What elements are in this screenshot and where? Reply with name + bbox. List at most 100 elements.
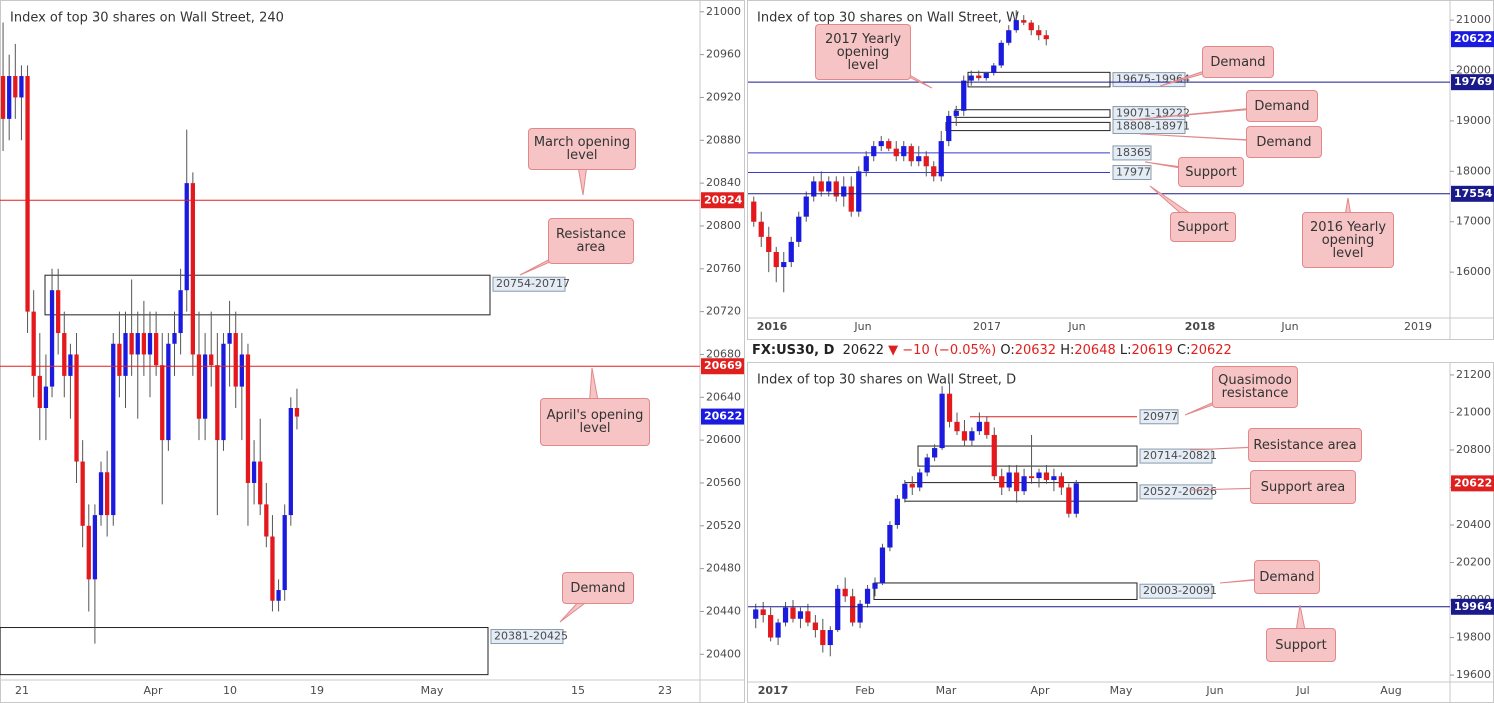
candle-body [184, 183, 189, 291]
candle-body [270, 536, 275, 601]
candle-body [43, 386, 49, 408]
candle-body [227, 333, 232, 344]
zone-label: 20714-20821 [1143, 449, 1217, 462]
x-tick-label: Jun [1280, 320, 1298, 333]
candle-body [938, 141, 944, 177]
candle-body [902, 483, 908, 499]
candle-body [775, 622, 781, 638]
x-tick-label: Mar [936, 684, 957, 697]
candle-body [864, 588, 871, 604]
candle-body [863, 156, 869, 172]
candle-body [954, 421, 960, 432]
candle-body [984, 421, 990, 435]
callout: 2016 Yearly opening level [1302, 212, 1394, 268]
y-tick-label: 20800 [1456, 443, 1491, 456]
price-tag [1451, 598, 1494, 615]
candle-body [37, 375, 42, 408]
level-label: 17977 [1116, 165, 1151, 178]
candle-body [264, 504, 269, 537]
candle-body [923, 156, 929, 167]
candle-body [781, 262, 787, 268]
callout: Support [1170, 212, 1236, 242]
ohlc-value: 20632 [1014, 343, 1057, 358]
candle-body [766, 236, 772, 252]
candle-body [871, 146, 877, 157]
candle-body [773, 251, 779, 268]
zone-label-box [1112, 118, 1186, 134]
candle-body [753, 609, 759, 619]
candle-body [916, 156, 922, 162]
candle-body [848, 186, 854, 212]
zone-label-box [1139, 583, 1213, 599]
candle-body [908, 146, 914, 162]
x-tick-label: Feb [855, 684, 874, 697]
candle-body [751, 201, 757, 222]
zone-label: 20527-20626 [1143, 485, 1217, 498]
price-tag [1451, 475, 1494, 492]
y-tick-label: 19000 [1456, 114, 1491, 127]
callout: Support [1266, 628, 1336, 662]
candle-body [1036, 472, 1042, 479]
candle-body [886, 141, 892, 149]
y-tick-label: 17000 [1456, 215, 1491, 228]
price-tag [701, 408, 744, 425]
candle-body [796, 216, 802, 242]
ohlc-value: 20648 [1074, 343, 1116, 358]
x-tick-label: 2017 [973, 320, 1001, 333]
candle-body [202, 354, 208, 419]
candle-body [917, 472, 923, 488]
y-tick-label: 20000 [1456, 64, 1491, 77]
candle-body [190, 183, 195, 355]
candle-body [827, 630, 833, 646]
candle-body [939, 393, 945, 449]
candle-body [803, 196, 809, 217]
candle-body [25, 76, 30, 312]
candle-body [999, 476, 1005, 488]
candle-body [805, 611, 811, 623]
candle-body [92, 515, 98, 580]
price-tag-label: 20622 [1454, 32, 1492, 45]
x-tick-label: Aug [1380, 684, 1401, 697]
candle-body [172, 333, 177, 344]
callout: March opening level [528, 128, 636, 170]
candle-body [258, 461, 263, 505]
symbol: FX:US30, D [752, 343, 835, 358]
candle-body [196, 354, 202, 419]
candle-body [946, 115, 952, 142]
candle-body [178, 290, 183, 334]
candle-body [1014, 472, 1020, 492]
candle-body [31, 311, 36, 376]
candle-body [141, 333, 147, 355]
y-tick-label: 16000 [1456, 265, 1491, 278]
callout: Resistance area [1248, 428, 1362, 462]
candle-body [760, 609, 766, 616]
y-tick-label: 21200 [1456, 368, 1491, 381]
candle-body [62, 333, 67, 376]
arrow: ▼ [888, 343, 899, 358]
candle-body [909, 483, 915, 488]
candle-body [797, 611, 804, 619]
candle-body [251, 461, 257, 483]
y-tick-label: 18000 [1456, 164, 1491, 177]
candle-body [0, 76, 6, 119]
candle-body [842, 588, 848, 597]
candle-body [893, 148, 899, 157]
candle-body [233, 333, 238, 387]
zone [44, 274, 491, 316]
candle-body [850, 596, 856, 623]
last-price: 20622 [842, 343, 884, 358]
candle-body [811, 181, 817, 197]
ohlc-label: H: [1060, 343, 1075, 358]
candle-body [931, 166, 937, 177]
candle-body [56, 290, 61, 334]
callout: 2017 Yearly opening level [815, 24, 911, 80]
callout: Demand [1202, 46, 1274, 78]
callout: Resistance area [548, 218, 634, 264]
candle-body [288, 408, 293, 516]
price-tag-label: 19769 [1454, 75, 1492, 88]
candle-body [998, 42, 1004, 66]
candle-body [1006, 472, 1012, 488]
x-tick-label: Apr [1030, 684, 1050, 697]
y-tick-label: 20680 [706, 347, 741, 360]
zone [873, 582, 1138, 600]
